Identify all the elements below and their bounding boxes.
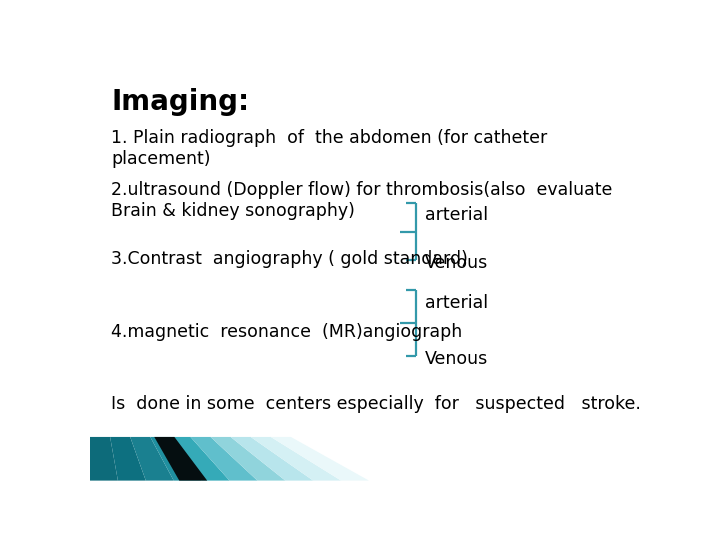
Polygon shape <box>271 437 369 481</box>
Polygon shape <box>230 437 313 481</box>
Text: Is  done in some  centers especially  for   suspected   stroke.: Is done in some centers especially for s… <box>111 395 641 413</box>
Text: 2.ultrasound (Doppler flow) for thrombosis(also  evaluate
Brain & kidney sonogra: 2.ultrasound (Doppler flow) for thrombos… <box>111 181 613 220</box>
Polygon shape <box>150 437 202 481</box>
Polygon shape <box>154 437 207 481</box>
Polygon shape <box>251 437 341 481</box>
Text: Venous: Venous <box>425 254 488 272</box>
Polygon shape <box>171 437 230 481</box>
Text: Imaging:: Imaging: <box>111 87 249 116</box>
Text: 1. Plain radiograph  of  the abdomen (for catheter
placement): 1. Plain radiograph of the abdomen (for … <box>111 129 547 168</box>
Text: 4.magnetic  resonance  (MR)angiograph: 4.magnetic resonance (MR)angiograph <box>111 322 462 341</box>
Text: arterial: arterial <box>425 294 488 312</box>
Polygon shape <box>110 437 145 481</box>
Text: arterial: arterial <box>425 206 488 224</box>
Polygon shape <box>90 437 118 481</box>
Text: 3.Contrast  angiography ( gold standard): 3.Contrast angiography ( gold standard) <box>111 250 468 268</box>
Polygon shape <box>190 437 258 481</box>
Text: Venous: Venous <box>425 349 488 368</box>
Polygon shape <box>130 437 174 481</box>
Polygon shape <box>210 437 285 481</box>
